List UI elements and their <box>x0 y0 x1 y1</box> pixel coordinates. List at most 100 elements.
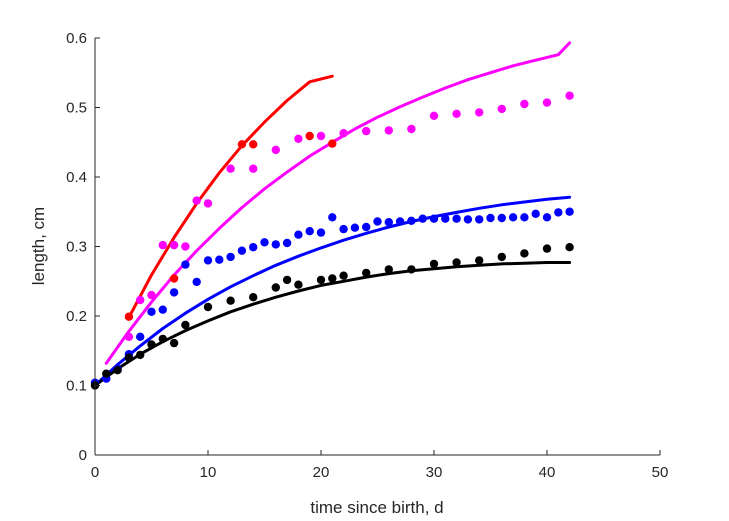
data-point <box>249 140 258 149</box>
x-axis-title: time since birth, d <box>310 498 443 517</box>
data-point <box>384 265 393 274</box>
data-point <box>407 124 416 134</box>
data-point <box>441 214 450 223</box>
data-point <box>181 242 190 251</box>
x-ticks: 0 10 20 30 40 50 <box>91 450 668 481</box>
data-point <box>124 312 134 321</box>
data-point <box>136 332 145 341</box>
axes: 0 10 20 30 40 50 0 0.1 0.2 0.3 0.4 0.5 0.6 time sin… <box>29 30 668 517</box>
data-point <box>147 307 156 316</box>
data-point <box>169 240 179 250</box>
data-point <box>407 216 416 225</box>
data-point <box>169 338 179 348</box>
data-point <box>102 369 111 378</box>
data-point <box>271 283 280 292</box>
data-point <box>384 126 393 135</box>
data-point <box>520 213 529 222</box>
fit-curve <box>93 261 572 387</box>
data-point <box>463 215 473 224</box>
y-ticks: 0 0.1 0.2 0.3 0.4 0.5 0.6 <box>66 30 100 464</box>
data-point <box>181 320 190 330</box>
data-point <box>282 275 292 285</box>
y-tick-label: 0.3 <box>66 239 87 256</box>
data-point <box>237 140 247 149</box>
x-tick-label: 30 <box>426 464 443 481</box>
data-point <box>136 295 145 305</box>
data-point <box>497 252 506 262</box>
data-point <box>542 244 552 253</box>
data-point <box>282 238 292 248</box>
data-point <box>531 209 540 218</box>
data-point <box>339 129 348 138</box>
data-point <box>249 164 258 173</box>
data-point <box>203 199 213 208</box>
plot-area <box>90 41 574 390</box>
y-axis-title: length, cm <box>29 207 48 285</box>
data-point <box>226 252 235 262</box>
data-point <box>418 214 427 223</box>
data-point <box>305 227 314 236</box>
data-point <box>169 274 179 283</box>
data-point <box>475 256 484 265</box>
data-point <box>328 274 337 283</box>
x-tick-label: 40 <box>539 464 556 481</box>
fit-curve <box>127 74 334 319</box>
data-point <box>249 243 258 252</box>
data-point <box>305 131 314 141</box>
data-point <box>316 131 326 141</box>
data-point <box>271 145 280 155</box>
data-point <box>362 268 371 278</box>
data-point <box>328 213 337 222</box>
data-point <box>452 258 461 267</box>
data-point <box>316 275 326 285</box>
fit-curve <box>93 195 572 387</box>
data-point <box>350 223 360 232</box>
data-point <box>316 228 326 237</box>
data-point <box>328 139 337 148</box>
data-point <box>429 111 439 121</box>
data-point <box>192 196 201 205</box>
y-tick-label: 0.6 <box>66 30 87 47</box>
y-tick-label: 0.1 <box>66 378 87 395</box>
data-point <box>158 240 167 250</box>
data-point <box>452 214 461 223</box>
data-point <box>192 277 201 287</box>
fit-curve <box>104 41 572 365</box>
data-point <box>124 332 134 341</box>
data-point <box>203 302 213 312</box>
data-point <box>565 91 574 100</box>
data-point <box>497 104 506 114</box>
data-point <box>452 109 461 119</box>
y-tick-label: 0.2 <box>66 308 87 325</box>
data-point <box>497 213 506 223</box>
data-point <box>520 99 529 109</box>
data-point <box>508 213 518 222</box>
data-point <box>113 366 122 375</box>
data-point <box>124 353 134 362</box>
data-point <box>147 290 156 300</box>
data-point <box>181 260 190 269</box>
x-tick-label: 0 <box>91 464 99 481</box>
data-point <box>542 98 552 107</box>
data-point <box>565 243 574 252</box>
data-point <box>203 256 213 265</box>
data-point <box>565 207 574 216</box>
data-point <box>169 288 179 297</box>
data-point <box>271 240 280 249</box>
x-tick-label: 10 <box>200 464 217 481</box>
data-point <box>395 217 405 226</box>
data-point <box>260 238 269 247</box>
data-point <box>339 271 348 280</box>
data-point <box>429 259 439 269</box>
data-point <box>339 224 348 234</box>
x-tick-label: 20 <box>313 464 330 481</box>
data-point <box>362 126 371 136</box>
y-tick-label: 0.4 <box>66 169 87 186</box>
data-point <box>249 293 258 302</box>
data-point <box>158 334 167 344</box>
y-tick-label: 0 <box>79 447 87 464</box>
data-point <box>520 249 529 258</box>
data-point <box>475 108 484 117</box>
data-point <box>294 280 303 289</box>
